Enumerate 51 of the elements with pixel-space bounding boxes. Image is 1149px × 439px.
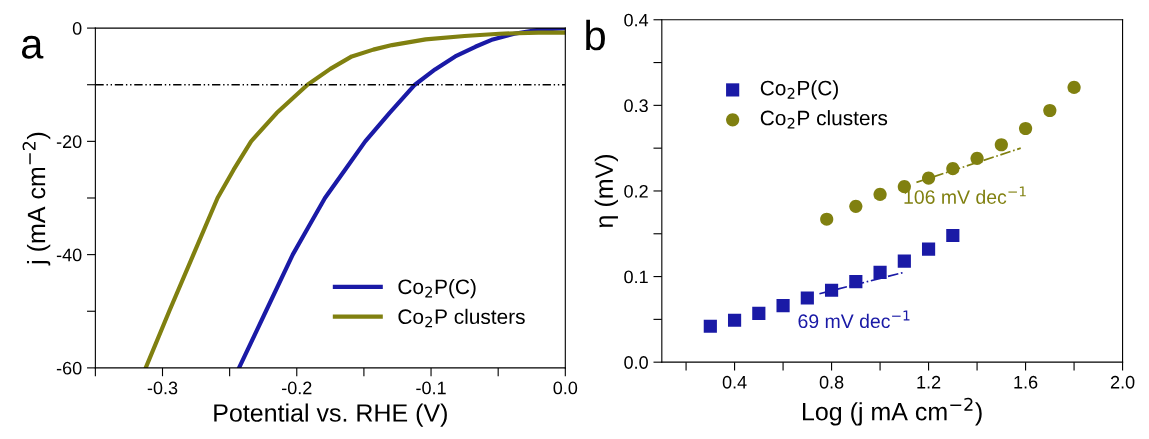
point [849, 199, 863, 213]
legend-label: Co$_{2}$P clusters [760, 110, 888, 129]
x-axis-title: Log (j mA cm$^{−2}$) [803, 397, 982, 426]
point [703, 319, 717, 333]
text: b [586, 19, 605, 51]
point [752, 306, 766, 320]
series-label: 106 mV dec$^{−1}$ [904, 186, 1026, 204]
point [1067, 80, 1081, 94]
point [727, 313, 742, 327]
y-axis-title: j (mA cm$^{−2}$) [22, 132, 51, 266]
point [820, 212, 834, 226]
y-tick-label: 0 [72, 22, 82, 35]
point [921, 242, 936, 256]
x-tick-label: -0.3 [147, 381, 178, 395]
y-tick-label: 0.2 [624, 184, 648, 198]
point [873, 265, 887, 279]
point [824, 283, 839, 297]
legend-label: Co$_{2}$P(C) [760, 80, 838, 100]
y-tick-label: 0.3 [624, 99, 648, 113]
point [946, 228, 960, 243]
x-tick-label: 2.0 [1110, 375, 1135, 389]
point [994, 138, 1008, 152]
y-tick-label: -40 [56, 248, 82, 262]
series-label: 69 mV dec$^{−1}$ [798, 310, 910, 329]
x-axis-title: Potential vs. RHE (V) [214, 403, 447, 427]
y-axis-title: η (mV) [594, 155, 618, 228]
point [970, 151, 984, 166]
y-tick-label: 0.4 [624, 13, 649, 27]
x-tick-label: 0.0 [553, 381, 578, 395]
text: a [21, 35, 44, 59]
point [1018, 121, 1033, 136]
x-tick-label: 1.2 [917, 375, 941, 389]
point [1043, 103, 1057, 118]
x-tick-label: -0.1 [416, 381, 446, 395]
x-tick-label: -0.2 [282, 381, 312, 395]
point [776, 299, 790, 313]
point [873, 187, 887, 201]
point [921, 171, 936, 185]
point [849, 275, 863, 289]
legend-label: Co$_{2}$P clusters [398, 308, 525, 328]
y-tick-label: 0.0 [624, 356, 648, 369]
x-tick-label: 0.8 [819, 375, 844, 389]
y-tick-label: -20 [56, 135, 82, 149]
x-tick-label: 0.4 [722, 375, 747, 389]
x-tick-label: 1.6 [1014, 375, 1038, 389]
y-tick-label: -60 [56, 361, 82, 375]
point [946, 162, 960, 176]
y-tick-label: 0.1 [624, 270, 648, 284]
legend-label: Co$_{2}$P(C) [398, 278, 476, 299]
point [897, 254, 911, 268]
point [800, 291, 814, 305]
